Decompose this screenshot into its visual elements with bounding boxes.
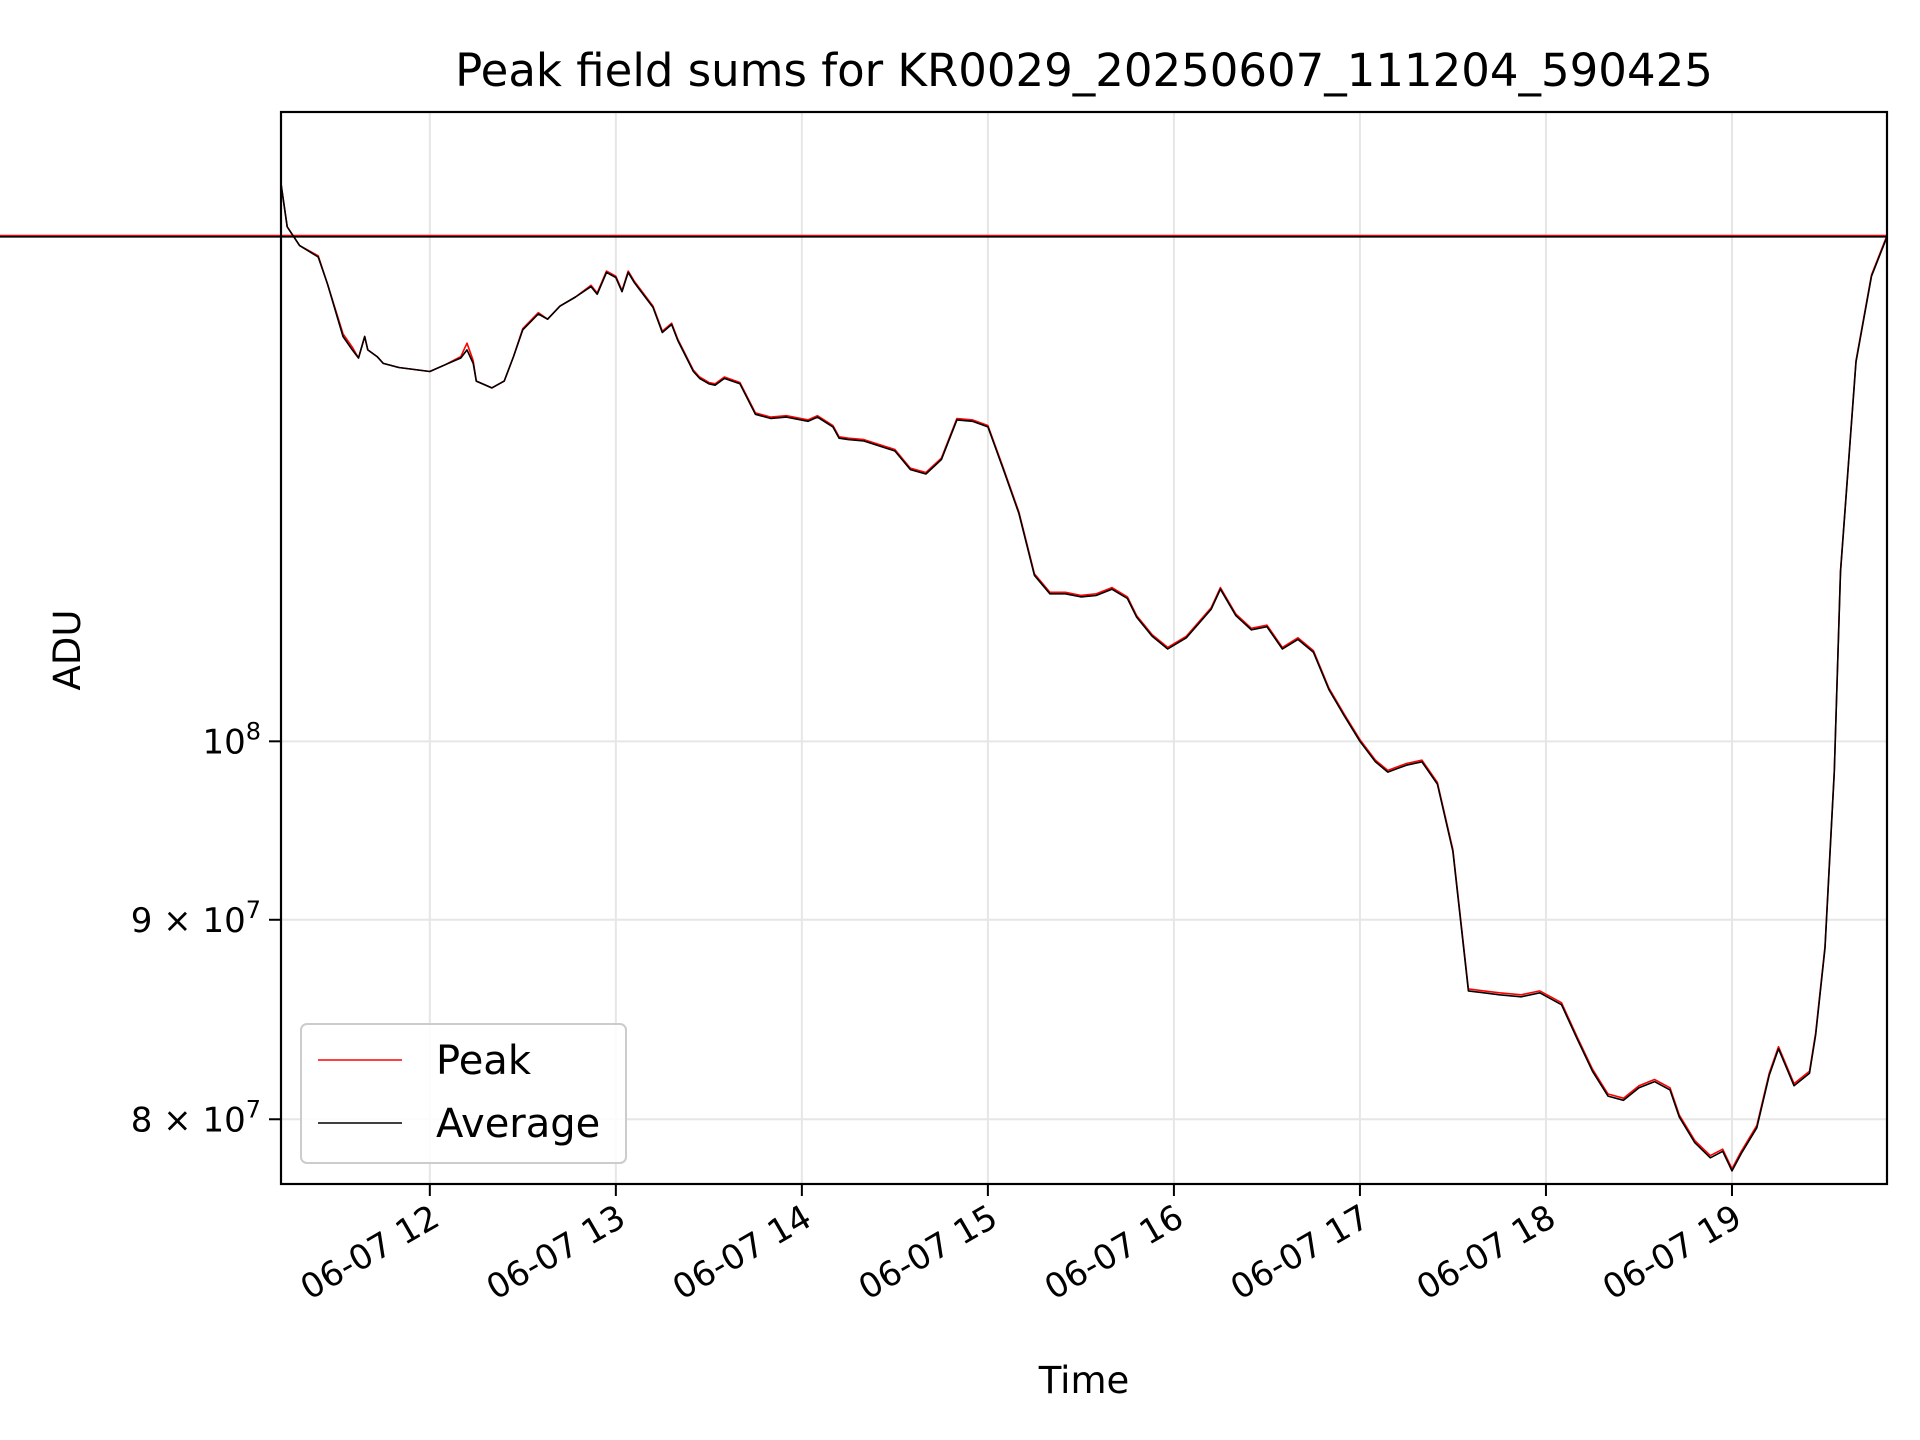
y-axis-ticks: 8 × 107 9 × 107 108 [131,717,281,1140]
y-axis-label: ADU [46,610,89,691]
y-tick-label: 8 × 107 [131,1095,261,1140]
plot-frame [279,110,1889,1186]
y-tick-label: 108 [202,717,261,762]
legend-average-label: Average [436,1101,600,1147]
x-axis-label: Time [1038,1359,1130,1402]
legend-box [300,1023,627,1164]
legend-peak-label: Peak [436,1038,532,1084]
y-tick-label: 9 × 107 [131,896,261,941]
legend: Peak Average [300,1023,627,1164]
chart-title: Peak field sums for KR0029_20250607_1112… [455,44,1713,97]
